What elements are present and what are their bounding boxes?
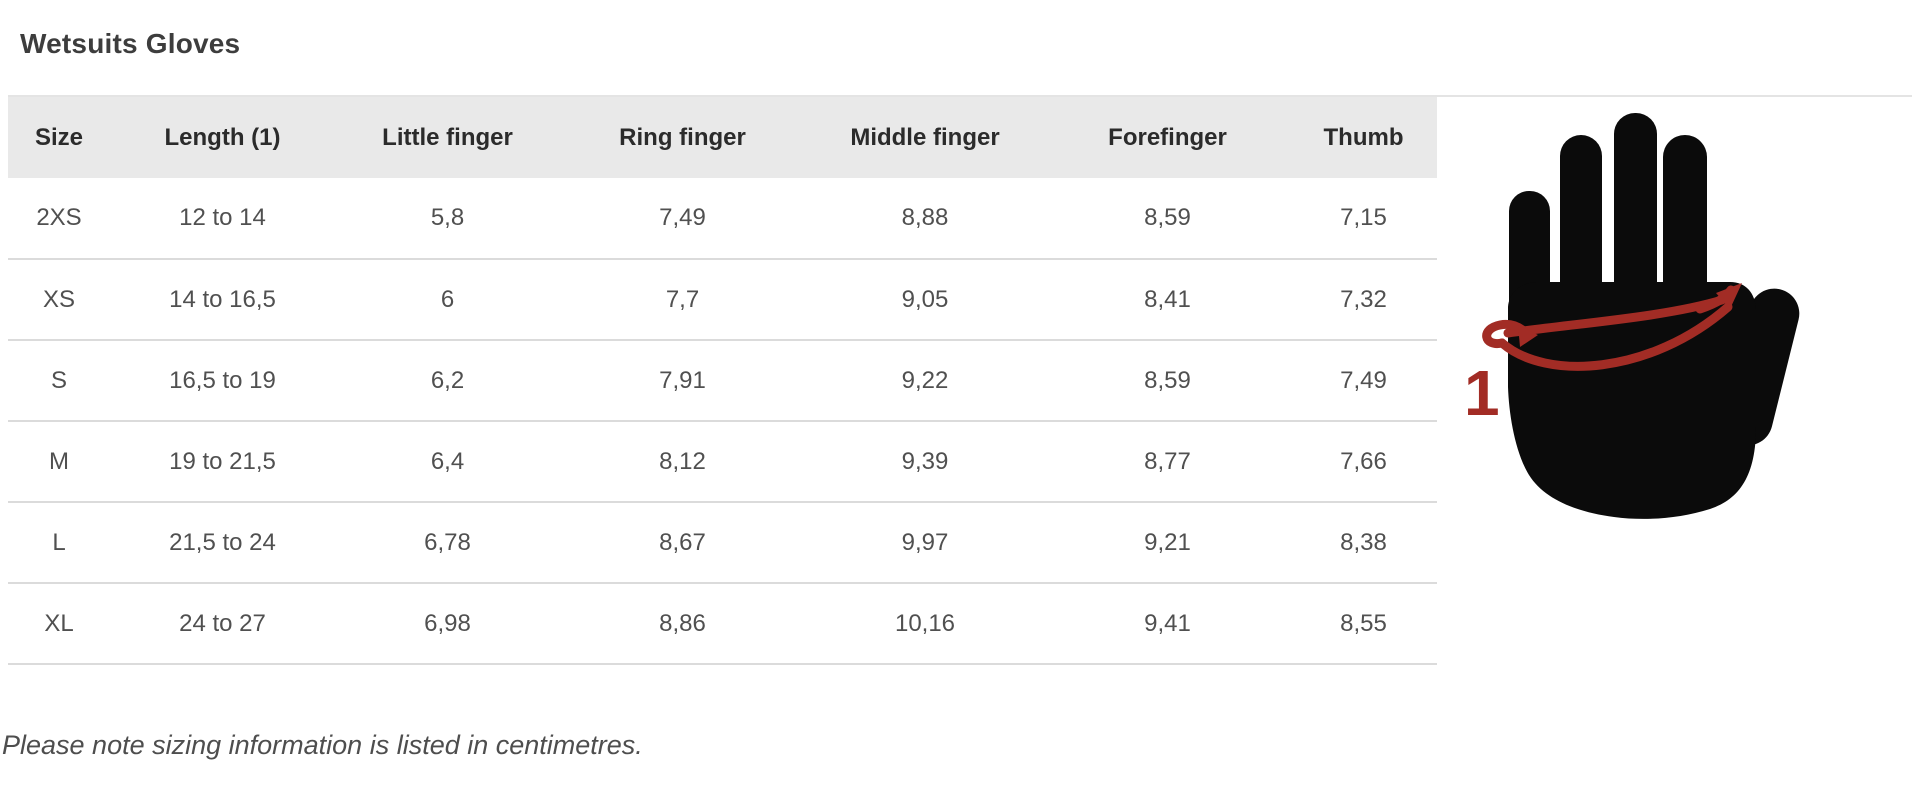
measurement-cell: 8,12: [659, 447, 706, 475]
measurement-cell: 7,49: [659, 204, 706, 231]
circumference-arrow: [1482, 285, 1736, 371]
table-row: XL 24 to 27 6,98 8,86 10,16 9,41 8,55: [8, 583, 1437, 664]
col-header-little-finger: Little finger: [382, 123, 513, 151]
measurement-cell: 7,32: [1340, 285, 1387, 313]
measurement-cell: 6,78: [424, 528, 471, 556]
sizing-note: Please note sizing information is listed…: [2, 730, 643, 760]
measurement-cell: 9,97: [901, 528, 949, 556]
page-title: Wetsuits Gloves: [20, 28, 241, 59]
size-cell: XS: [42, 285, 75, 313]
table-row: 2XS 12 to 14 5,8 7,49 8,88 8,59 7,15: [8, 178, 1437, 259]
measurement-cell: 7,49: [1340, 366, 1387, 394]
col-header-forefinger: Forefinger: [1108, 123, 1227, 151]
measurement-cell: 8,41: [1144, 285, 1191, 313]
table-row: M 19 to 21,5 6,4 8,12 9,39 8,77 7,66: [8, 421, 1437, 502]
measurement-cell: 8,55: [1340, 609, 1387, 637]
measurement-cell: 16,5 to 19: [169, 366, 276, 394]
measurement-cell: 8,88: [901, 204, 949, 231]
size-cell: M: [49, 447, 69, 475]
table-body: 2XS 12 to 14 5,8 7,49 8,88 8,59 7,15 XS 14 to 16…: [8, 178, 1437, 664]
measurement-cell: 6,98: [424, 609, 471, 637]
measurement-cell: 12 to 14: [179, 204, 266, 231]
measurement-cell: 7,15: [1340, 204, 1387, 231]
measurement-cell: 7,91: [659, 366, 706, 394]
measurement-cell: 9,05: [901, 285, 949, 313]
col-header-ring-finger: Ring finger: [619, 123, 746, 151]
measurement-cell: 8,38: [1340, 528, 1387, 556]
measurement-cell: 7,66: [1340, 447, 1387, 475]
measurement-cell: 6,4: [430, 447, 465, 475]
table-header: Size Length (1) Little finger Ring finge…: [8, 97, 1437, 178]
table-header-row: Size Length (1) Little finger Ring finge…: [8, 97, 1437, 178]
size-cell: L: [52, 528, 66, 556]
measurement-cell: 6: [440, 285, 455, 313]
arrowheads: [1518, 283, 1742, 347]
measurement-cell: 9,41: [1144, 609, 1191, 637]
col-header-length: Length (1): [164, 123, 281, 151]
measurement-cell: 9,22: [901, 366, 949, 394]
measurement-cell: 24 to 27: [179, 609, 266, 637]
measurement-cell: 19 to 21,5: [169, 447, 276, 475]
measurement-cell: 8,67: [659, 528, 706, 556]
hand-measurement-figure: 1: [1438, 97, 1908, 537]
measurement-cell: 8,59: [1144, 366, 1191, 394]
measurement-cell: 8,77: [1144, 447, 1191, 475]
glove-size-table: Size Length (1) Little finger Ring finge…: [8, 97, 1437, 665]
measurement-cell: 21,5 to 24: [169, 528, 276, 556]
measurement-cell: 7,7: [665, 285, 700, 313]
measurement-cell: 8,59: [1144, 204, 1191, 231]
col-header-middle-finger: Middle finger: [850, 123, 1000, 151]
col-header-size: Size: [34, 123, 84, 151]
size-chart-section: Size Length (1) Little finger Ring finge…: [8, 95, 1912, 665]
measurement-cell: 10,16: [894, 609, 956, 637]
col-header-thumb: Thumb: [1323, 123, 1404, 151]
hand-silhouette: [1508, 113, 1800, 519]
measurement-cell: 8,86: [659, 609, 706, 637]
measurement-cell: 14 to 16,5: [169, 285, 276, 313]
table-row: L 21,5 to 24 6,78 8,67 9,97 9,21 8,38: [8, 502, 1437, 583]
table-row: S 16,5 to 19 6,2 7,91 9,22 8,59 7,49: [8, 340, 1437, 421]
measurement-cell: 5,8: [430, 204, 465, 231]
hand-diagram-icon: 1: [1464, 113, 1800, 519]
measurement-cell: 9,21: [1144, 528, 1191, 556]
size-cell: 2XS: [36, 204, 82, 231]
size-cell: S: [50, 366, 67, 394]
size-cell: XL: [44, 609, 74, 637]
measurement-cell: 9,39: [901, 447, 949, 475]
table-row: XS 14 to 16,5 6 7,7 9,05 8,41 7,32: [8, 259, 1437, 340]
measurement-cell: 6,2: [430, 366, 465, 394]
figure-ref-label: 1: [1464, 357, 1500, 429]
